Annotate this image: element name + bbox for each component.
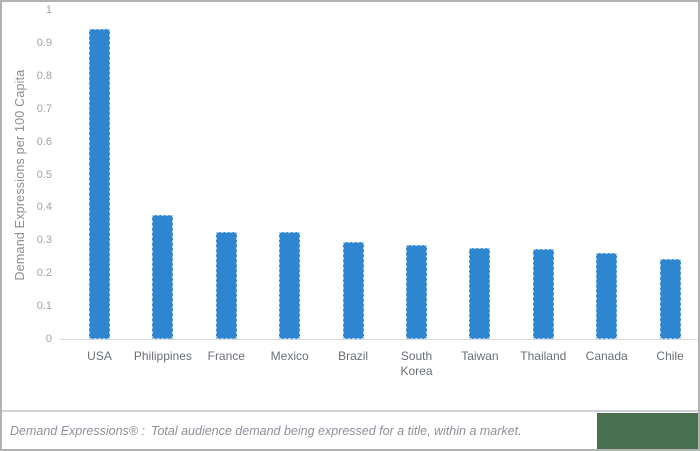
x-axis-baseline bbox=[60, 339, 697, 340]
plot-area: 0 0.1 0.2 0.3 0.4 0.5 0.6 0.7 0.8 0.9 1 USA Philippi… bbox=[2, 2, 698, 408]
x-axis-label: France bbox=[207, 349, 245, 363]
chart-bar bbox=[215, 232, 237, 339]
footnote-definition: Total audience demand being expressed fo… bbox=[150, 424, 522, 438]
chart-bar bbox=[532, 248, 554, 339]
chart-bar bbox=[659, 259, 681, 339]
y-tick-label: 0.5 bbox=[36, 168, 52, 181]
chart-area: Demand Expressions per 100 Capita 0 0.1 0.… bbox=[2, 2, 698, 408]
footnote-term: Demand Expressions® : bbox=[10, 424, 145, 438]
footer-bar: Demand Expressions® : Total audience dema… bbox=[2, 412, 698, 449]
y-tick-label: 0.9 bbox=[36, 36, 52, 49]
chart-bar bbox=[469, 247, 491, 339]
y-tick-label: 1 bbox=[45, 4, 52, 16]
chart-bar bbox=[279, 232, 301, 339]
y-tick-label: 0.8 bbox=[36, 69, 52, 82]
brand-logo-box bbox=[597, 413, 698, 449]
chart-bar bbox=[152, 214, 174, 339]
chart-bar bbox=[342, 242, 364, 339]
x-axis-label: Taiwan bbox=[461, 349, 499, 363]
x-axis-label: South Korea bbox=[400, 349, 433, 378]
y-tick-label: 0.7 bbox=[36, 102, 52, 115]
x-axis-label: Brazil bbox=[338, 349, 369, 363]
y-tick-label: 0.3 bbox=[36, 234, 52, 247]
y-tick-label: 0.2 bbox=[36, 267, 52, 280]
y-tick-label: 0.6 bbox=[36, 135, 52, 148]
x-axis-label: Chile bbox=[656, 349, 684, 363]
footnote: Demand Expressions® : Total audience dema… bbox=[10, 424, 522, 438]
x-axis-label: Mexico bbox=[270, 349, 309, 363]
footer-divider bbox=[2, 410, 698, 412]
y-tick-label: 0 bbox=[45, 333, 52, 345]
chart-bar bbox=[89, 28, 110, 339]
chart-bar bbox=[596, 252, 618, 339]
x-axis-label: Thailand bbox=[520, 349, 567, 363]
chart-bar bbox=[406, 244, 427, 339]
x-axis-label: Philippines bbox=[133, 349, 192, 363]
y-tick-label: 0.1 bbox=[36, 300, 52, 313]
y-tick-label: 0.4 bbox=[36, 201, 52, 214]
x-axis-label: Canada bbox=[585, 349, 628, 363]
x-axis-label: USA bbox=[87, 349, 112, 363]
